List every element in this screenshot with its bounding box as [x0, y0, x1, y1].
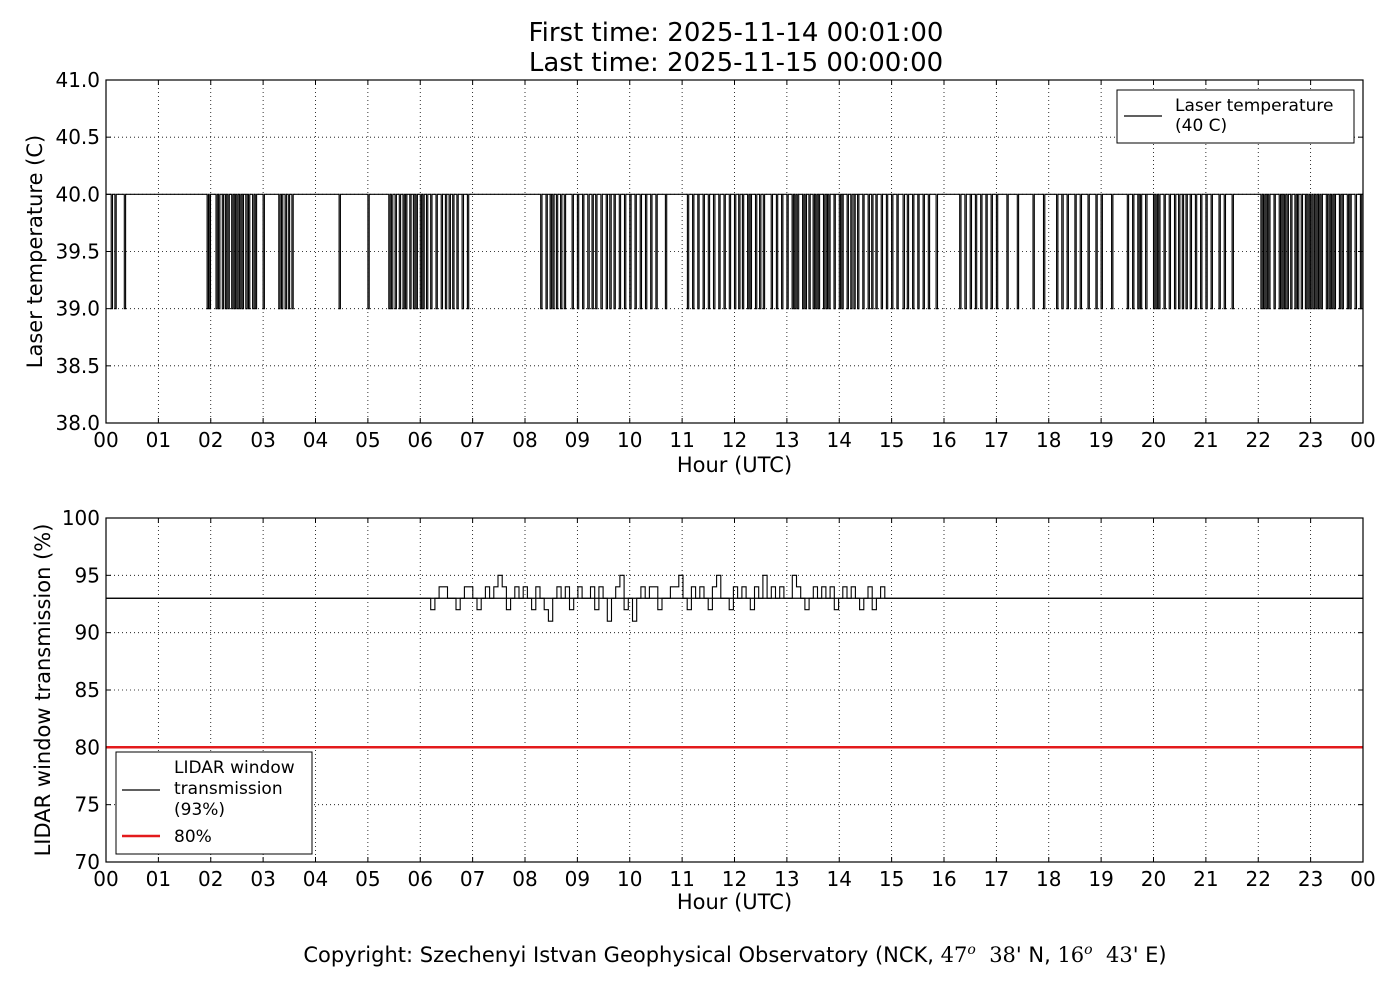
x-tick-label: 15 [879, 867, 904, 891]
x-tick-label: 13 [774, 867, 799, 891]
longitude-suffix: ' E) [1132, 943, 1167, 967]
x-tick-label: 05 [355, 867, 380, 891]
chart-title-line-1: First time: 2025-11-14 00:01:00 [528, 18, 944, 48]
y-axis-label: Laser temperature (C) [23, 135, 47, 368]
x-tick-label: 09 [565, 428, 590, 452]
x-tick-label: 02 [198, 428, 223, 452]
y-tick-label: 90 [75, 621, 100, 645]
x-tick-label: 21 [1193, 428, 1218, 452]
legend-label-transmission: LIDAR window [174, 758, 295, 778]
y-tick-label: 85 [75, 678, 100, 702]
x-tick-label: 07 [460, 867, 485, 891]
x-tick-label: 16 [931, 867, 956, 891]
laser-temperature-plot: 00 01 02 03 04 05 06 07 08 09 10 11 12 13 14 15 16 17 18 19… [23, 68, 1376, 477]
y-tick-label: 95 [75, 563, 100, 587]
x-tick-label: 23 [1298, 867, 1323, 891]
latitude-minutes: 38 [989, 943, 1016, 967]
x-tick-label: 00 [93, 428, 118, 452]
x-tick-label: 14 [827, 867, 852, 891]
x-axis-label: Hour (UTC) [677, 453, 792, 477]
x-tick-label: 17 [984, 867, 1009, 891]
x-tick-label: 00 [93, 867, 118, 891]
x-tick-label: 01 [146, 867, 171, 891]
x-tick-label: 08 [512, 867, 537, 891]
x-tick-label: 03 [250, 428, 275, 452]
x-tick-label: 15 [879, 428, 904, 452]
x-tick-label: 21 [1193, 867, 1218, 891]
x-tick-label: 13 [774, 428, 799, 452]
x-tick-label: 17 [984, 428, 1009, 452]
x-tick-label: 03 [250, 867, 275, 891]
y-tick-label: 100 [62, 506, 100, 530]
plot-frame [105, 79, 1364, 424]
x-tick-label: 20 [1141, 428, 1166, 452]
x-tick-label: 11 [669, 867, 694, 891]
y-tick-label: 40.5 [55, 125, 100, 149]
y-axis-label: LIDAR window transmission (%) [31, 524, 55, 857]
x-tick-label: 22 [1246, 428, 1271, 452]
y-tick-label: 70 [75, 850, 100, 874]
x-tick-label: 09 [565, 867, 590, 891]
lidar-transmission-plot: 00 01 02 03 04 05 06 07 08 09 10 11 12 13 14 15 16 17 18 19… [31, 506, 1376, 914]
x-tick-label: 07 [460, 428, 485, 452]
x-tick-label: 10 [617, 428, 642, 452]
series-line-0 [106, 574, 1363, 622]
longitude-degree-symbol: o [1084, 942, 1093, 958]
x-tick-label: 06 [408, 867, 433, 891]
y-tick-label: 38.0 [55, 411, 100, 435]
x-tick-label: 22 [1246, 867, 1271, 891]
legend-label-transmission: (93%) [174, 800, 225, 820]
x-tick-label: 12 [722, 867, 747, 891]
x-tick-label: 23 [1298, 428, 1323, 452]
x-tick-label: 00 [1350, 867, 1375, 891]
x-tick-label: 12 [722, 428, 747, 452]
y-tick-label: 75 [75, 793, 100, 817]
latitude-degree-symbol: o [967, 942, 976, 958]
series-line-0 [106, 193, 1363, 310]
x-tick-label: 05 [355, 428, 380, 452]
legend-label-threshold: 80% [174, 827, 212, 847]
y-tick-label: 38.5 [55, 354, 100, 378]
y-tick-label: 39.5 [55, 240, 100, 264]
x-tick-label: 18 [1036, 867, 1061, 891]
copyright-footer: Copyright: Szechenyi Istvan Geophysical … [0, 936, 1400, 969]
y-tick-label: 41.0 [55, 68, 100, 92]
legend-label-laser: (40 C) [1175, 116, 1227, 136]
x-tick-label: 04 [303, 428, 328, 452]
legend-label-laser: Laser temperature [1175, 96, 1333, 116]
x-tick-label: 02 [198, 867, 223, 891]
y-tick-label: 40.0 [55, 182, 100, 206]
x-tick-label: 14 [827, 428, 852, 452]
x-tick-label: 18 [1036, 428, 1061, 452]
latitude-degrees: 47 [940, 943, 968, 967]
copyright-prefix: Copyright: Szechenyi Istvan Geophysical … [303, 943, 941, 967]
x-tick-label: 00 [1350, 428, 1375, 452]
chart-title-line-2: Last time: 2025-11-15 00:00:00 [528, 48, 944, 78]
x-tick-label: 16 [931, 428, 956, 452]
latitude-suffix: ' N, [1015, 943, 1058, 967]
longitude-minutes: 43 [1105, 943, 1133, 967]
x-tick-label: 08 [512, 428, 537, 452]
x-tick-label: 19 [1088, 428, 1113, 452]
x-tick-label: 06 [408, 428, 433, 452]
x-tick-label: 01 [146, 428, 171, 452]
x-tick-label: 11 [669, 428, 694, 452]
y-tick-label: 39.0 [55, 297, 100, 321]
x-tick-label: 10 [617, 867, 642, 891]
x-tick-label: 20 [1141, 867, 1166, 891]
plot-frame [105, 517, 1364, 863]
x-tick-label: 04 [303, 867, 328, 891]
y-tick-label: 80 [75, 735, 100, 759]
x-axis-label: Hour (UTC) [677, 890, 792, 914]
longitude-degrees: 16 [1057, 943, 1085, 967]
x-tick-label: 19 [1088, 867, 1113, 891]
legend-label-transmission: transmission [174, 779, 283, 799]
